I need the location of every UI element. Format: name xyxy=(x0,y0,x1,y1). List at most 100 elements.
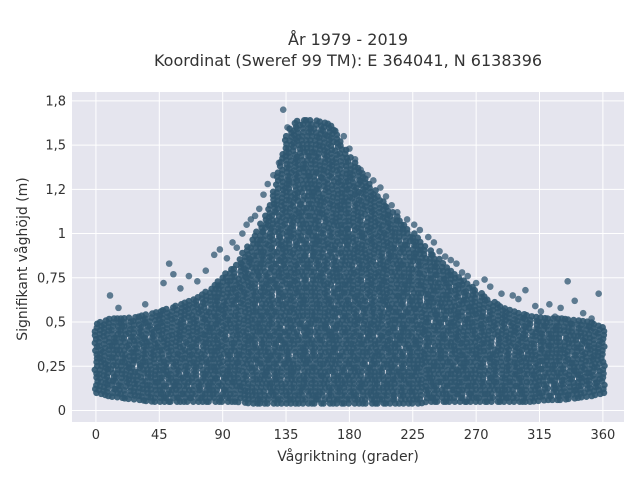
outlier-point xyxy=(370,177,377,184)
data-point xyxy=(515,309,522,317)
outlier-point xyxy=(564,278,571,285)
outlier-point xyxy=(424,233,432,241)
data-point xyxy=(332,127,339,135)
y-tick-label: 0,25 xyxy=(37,360,66,375)
outlier-point xyxy=(284,124,291,131)
outlier-point xyxy=(579,309,587,317)
y-tick-label: 0,5 xyxy=(45,316,66,331)
outlier-point xyxy=(260,191,267,198)
outlier-point xyxy=(571,297,579,305)
outlier-point xyxy=(346,145,353,152)
outlier-point xyxy=(509,292,517,299)
data-point xyxy=(120,315,128,322)
data-point xyxy=(306,117,314,124)
data-point xyxy=(599,324,606,331)
data-point xyxy=(483,296,491,304)
outlier-point xyxy=(522,286,529,294)
y-tick-label: 0 xyxy=(58,404,66,419)
outlier-point xyxy=(255,205,263,213)
data-point xyxy=(429,251,436,259)
outlier-point xyxy=(340,132,348,140)
outlier-point xyxy=(264,180,272,188)
x-tick-label: 360 xyxy=(590,428,615,443)
outlier-point xyxy=(233,244,241,252)
data-point xyxy=(222,270,229,277)
x-tick-label: 270 xyxy=(464,428,489,443)
outlier-point xyxy=(481,276,488,283)
outlier-point xyxy=(403,216,411,223)
data-point xyxy=(163,305,170,313)
outlier-point xyxy=(223,255,231,262)
y-tick-label: 1,8 xyxy=(45,94,66,109)
outlier-point xyxy=(270,171,277,179)
y-tick-label: 1 xyxy=(58,227,66,242)
outlier-point xyxy=(472,279,480,287)
outlier-point xyxy=(441,253,449,260)
chart-title-line-1: År 1979 - 2019 xyxy=(288,30,408,49)
data-point xyxy=(421,242,429,250)
outlier-point xyxy=(275,159,283,167)
outlier-point xyxy=(464,272,471,280)
outlier-point xyxy=(436,247,443,255)
outlier-point xyxy=(410,221,418,229)
outlier-point xyxy=(239,230,246,237)
data-point xyxy=(172,302,179,310)
x-tick-label: 135 xyxy=(274,428,299,443)
outlier-point xyxy=(588,315,595,322)
x-tick-label: 315 xyxy=(527,428,552,443)
outlier-point xyxy=(351,155,359,163)
outlier-point xyxy=(229,239,236,246)
outlier-point xyxy=(194,278,201,285)
outlier-point xyxy=(216,246,224,253)
outlier-point xyxy=(243,221,250,229)
x-tick-label: 180 xyxy=(337,428,362,443)
outlier-point xyxy=(160,279,167,287)
outlier-point xyxy=(251,212,259,220)
y-tick-label: 0,75 xyxy=(37,271,66,286)
x-axis-title: Vågriktning (grader) xyxy=(277,448,419,465)
outlier-point xyxy=(170,270,177,278)
outlier-point xyxy=(537,308,545,315)
outlier-point xyxy=(377,184,384,191)
data-point xyxy=(253,228,260,236)
outlier-point xyxy=(551,313,559,321)
data-point xyxy=(236,256,244,263)
outlier-point xyxy=(177,285,184,292)
outlier-point xyxy=(364,171,372,179)
outlier-point xyxy=(210,251,218,259)
data-point xyxy=(293,117,301,125)
outlier-point xyxy=(498,290,505,298)
data-point xyxy=(257,220,264,228)
data-point xyxy=(471,286,479,294)
outlier-point xyxy=(393,209,401,216)
outlier-point xyxy=(202,267,210,275)
outlier-point xyxy=(357,166,364,174)
outlier-point xyxy=(595,290,602,298)
outlier-point xyxy=(141,301,149,308)
outlier-point xyxy=(430,239,438,246)
outlier-point xyxy=(106,292,114,299)
outlier-point xyxy=(453,260,460,267)
outlier-point xyxy=(515,295,522,303)
outlier-point xyxy=(458,269,466,276)
x-tick-label: 0 xyxy=(92,428,100,443)
outlier-point xyxy=(486,283,494,290)
data-point xyxy=(403,226,411,233)
data-point xyxy=(282,132,290,140)
outlier-point xyxy=(185,272,193,280)
x-tick-label: 90 xyxy=(214,428,231,443)
chart-title-line-2: Koordinat (Sweref 99 TM): E 364041, N 61… xyxy=(154,51,542,70)
data-point xyxy=(374,193,381,200)
outlier-point xyxy=(557,304,564,312)
outlier-point xyxy=(382,193,390,200)
data-point xyxy=(142,311,150,318)
y-tick-label: 1,2 xyxy=(45,183,66,198)
outlier-point xyxy=(546,301,553,308)
y-tick-label: 1,5 xyxy=(45,139,66,154)
outlier-point xyxy=(447,256,455,264)
x-tick-label: 45 xyxy=(151,428,168,443)
outlier-point xyxy=(531,302,539,310)
outlier-point xyxy=(165,260,173,267)
outlier-point xyxy=(279,106,287,113)
